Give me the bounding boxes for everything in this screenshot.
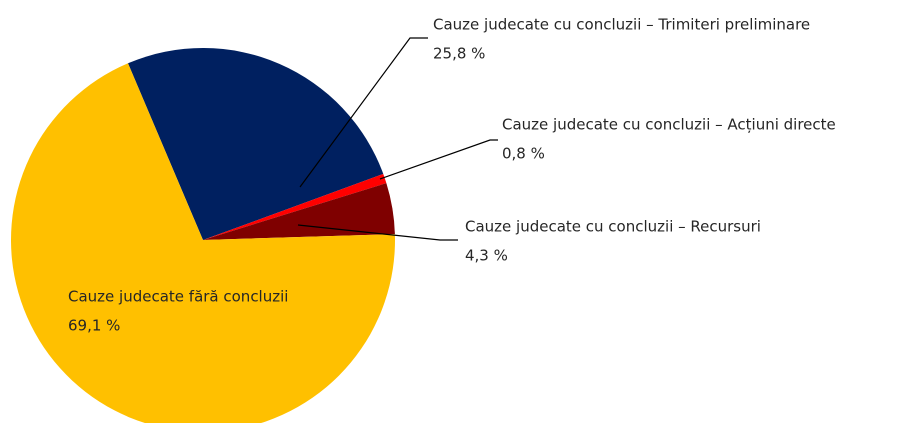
- slice-value-label: 0,8 %: [502, 145, 545, 163]
- slice-label: Cauze judecate cu concluzii – Trimiteri …: [433, 16, 810, 34]
- slice-value-label: 4,3 %: [465, 247, 508, 265]
- leader-line: [297, 224, 458, 241]
- leader-line: [379, 139, 498, 180]
- slice-value-label: 25,8 %: [433, 45, 485, 63]
- slice-label: Cauze judecate fără concluzii: [68, 288, 288, 306]
- slice-value-label: 69,1 %: [68, 317, 120, 335]
- slice-label: Cauze judecate cu concluzii – Recursuri: [465, 218, 761, 236]
- leader-line: [299, 37, 428, 188]
- pie-slice: [127, 48, 384, 241]
- pie-slice: [203, 173, 387, 240]
- pie-slice: [203, 183, 395, 240]
- slice-label: Cauze judecate cu concluzii – Acțiuni di…: [502, 116, 836, 134]
- pie-slice: [11, 63, 395, 423]
